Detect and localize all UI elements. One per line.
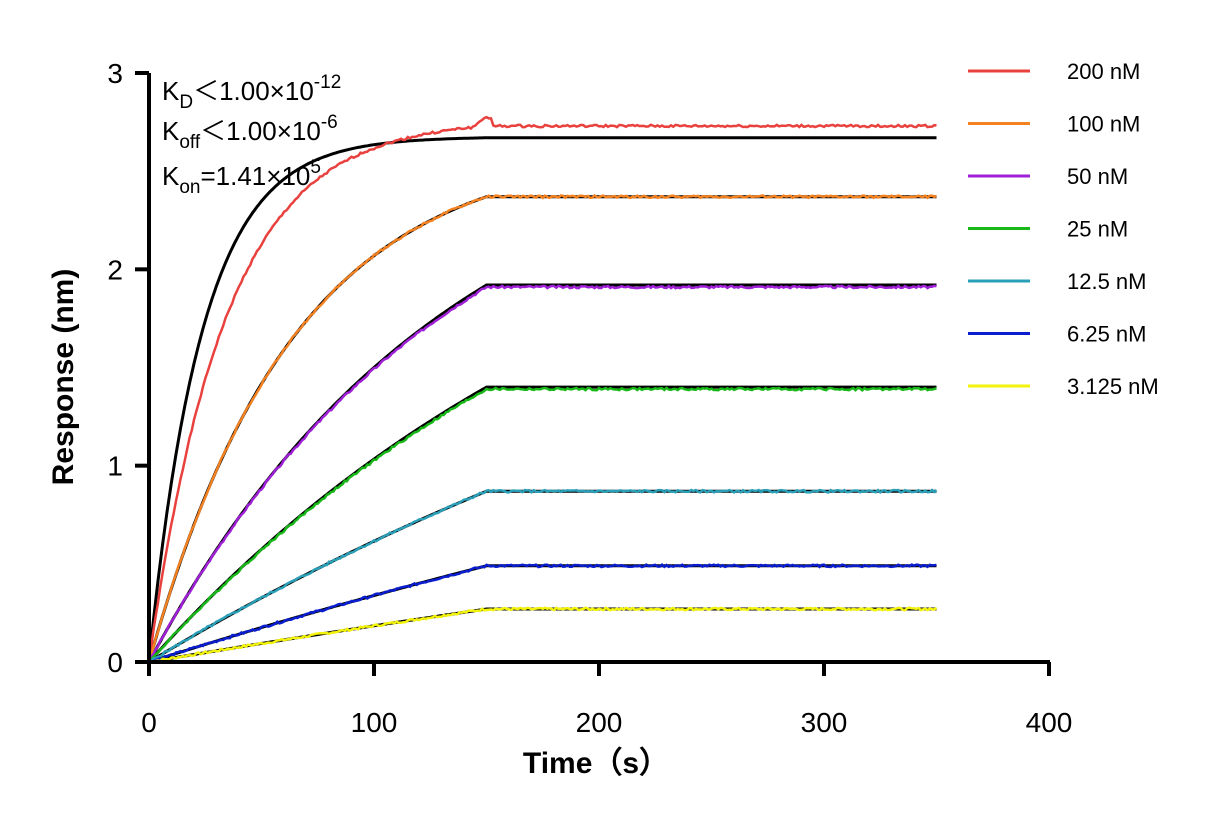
fit-line xyxy=(148,564,937,664)
fit-line xyxy=(147,385,937,664)
y-axis-ticks: 0 1 2 3 xyxy=(107,58,149,678)
legend-item: 100 nM xyxy=(968,112,1140,137)
x-tick-label: 400 xyxy=(1026,707,1073,738)
legend-label: 3.125 nM xyxy=(1067,374,1159,399)
legend-item: 200 nM xyxy=(968,59,1140,84)
legend-item: 3.125 nM xyxy=(968,374,1159,399)
fit-line xyxy=(147,136,937,663)
legend: 200 nM 100 nM 50 nM 25 nM 12.5 nM 6.25 nM 3.12… xyxy=(968,59,1159,399)
y-axis-title: Response (nm) xyxy=(47,269,80,486)
measured-curves xyxy=(147,115,938,664)
x-tick-label: 0 xyxy=(141,707,157,738)
series-line xyxy=(148,563,937,663)
y-tick-label: 0 xyxy=(107,647,123,678)
legend-label: 200 nM xyxy=(1067,59,1140,84)
series-line xyxy=(147,284,937,664)
series-line xyxy=(148,606,938,664)
legend-label: 6.25 nM xyxy=(1067,322,1147,347)
series-line xyxy=(148,488,938,663)
legend-item: 6.25 nM xyxy=(968,322,1147,347)
kon-annotation: Kon=1.41×105 xyxy=(162,157,321,198)
legend-label: 50 nM xyxy=(1067,164,1128,189)
x-axis-ticks: 0 100 200 300 400 xyxy=(141,662,1072,738)
y-tick-label: 2 xyxy=(107,254,123,285)
x-tick-label: 200 xyxy=(576,707,623,738)
fit-line xyxy=(147,195,937,663)
y-tick-label: 1 xyxy=(107,451,123,482)
series-line xyxy=(147,386,937,664)
legend-label: 25 nM xyxy=(1067,217,1128,242)
legend-label: 100 nM xyxy=(1067,112,1140,137)
fit-curves xyxy=(147,136,937,664)
x-axis-title: Time（s） xyxy=(523,746,669,780)
series-line xyxy=(147,193,937,663)
y-tick-label: 3 xyxy=(107,58,123,89)
fit-line xyxy=(147,283,937,663)
kd-annotation: KD＜1.00×10-12 xyxy=(162,72,341,113)
legend-item: 12.5 nM xyxy=(968,269,1147,294)
x-tick-label: 100 xyxy=(351,707,398,738)
fit-line xyxy=(148,607,937,664)
legend-item: 50 nM xyxy=(968,164,1128,189)
legend-item: 25 nM xyxy=(968,217,1128,242)
kinetic-constants: KD＜1.00×10-12 Koff＜1.00×10-6 Kon=1.41×10… xyxy=(162,72,341,198)
series-line xyxy=(147,115,937,663)
fit-line xyxy=(148,489,937,664)
koff-annotation: Koff＜1.00×10-6 xyxy=(162,112,338,153)
legend-label: 12.5 nM xyxy=(1067,269,1147,294)
x-tick-label: 300 xyxy=(801,707,848,738)
